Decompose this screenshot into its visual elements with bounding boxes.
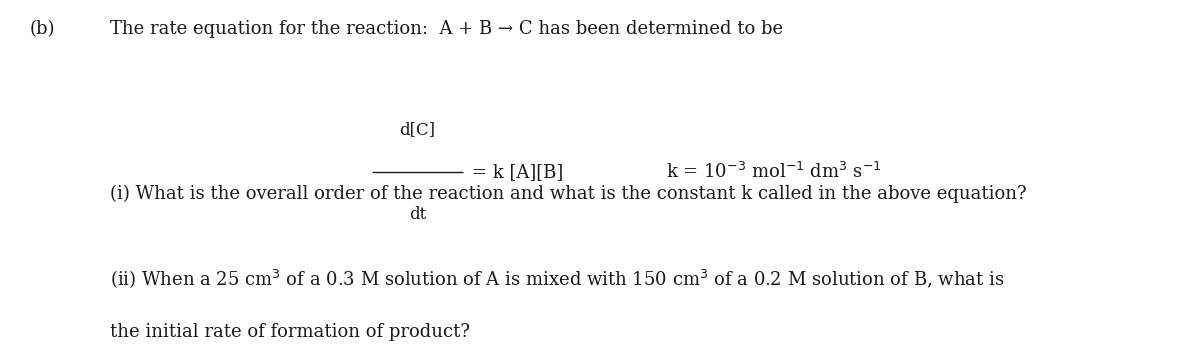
Text: k = 10$^{-3}$ mol$^{-1}$ dm$^{3}$ s$^{-1}$: k = 10$^{-3}$ mol$^{-1}$ dm$^{3}$ s$^{-1… — [666, 162, 882, 182]
Text: (ii) When a 25 cm$^{3}$ of a 0.3 M solution of A is mixed with 150 cm$^{3}$ of a: (ii) When a 25 cm$^{3}$ of a 0.3 M solut… — [110, 267, 1004, 290]
Text: the initial rate of formation of product?: the initial rate of formation of product… — [110, 323, 470, 341]
Text: dt: dt — [409, 206, 426, 223]
Text: The rate equation for the reaction:  A + B → C has been determined to be: The rate equation for the reaction: A + … — [110, 20, 784, 38]
Text: = k [A][B]: = k [A][B] — [472, 163, 563, 181]
Text: d[C]: d[C] — [400, 121, 436, 138]
Text: (i) What is the overall order of the reaction and what is the constant k called : (i) What is the overall order of the rea… — [110, 185, 1027, 203]
Text: (b): (b) — [30, 20, 55, 38]
